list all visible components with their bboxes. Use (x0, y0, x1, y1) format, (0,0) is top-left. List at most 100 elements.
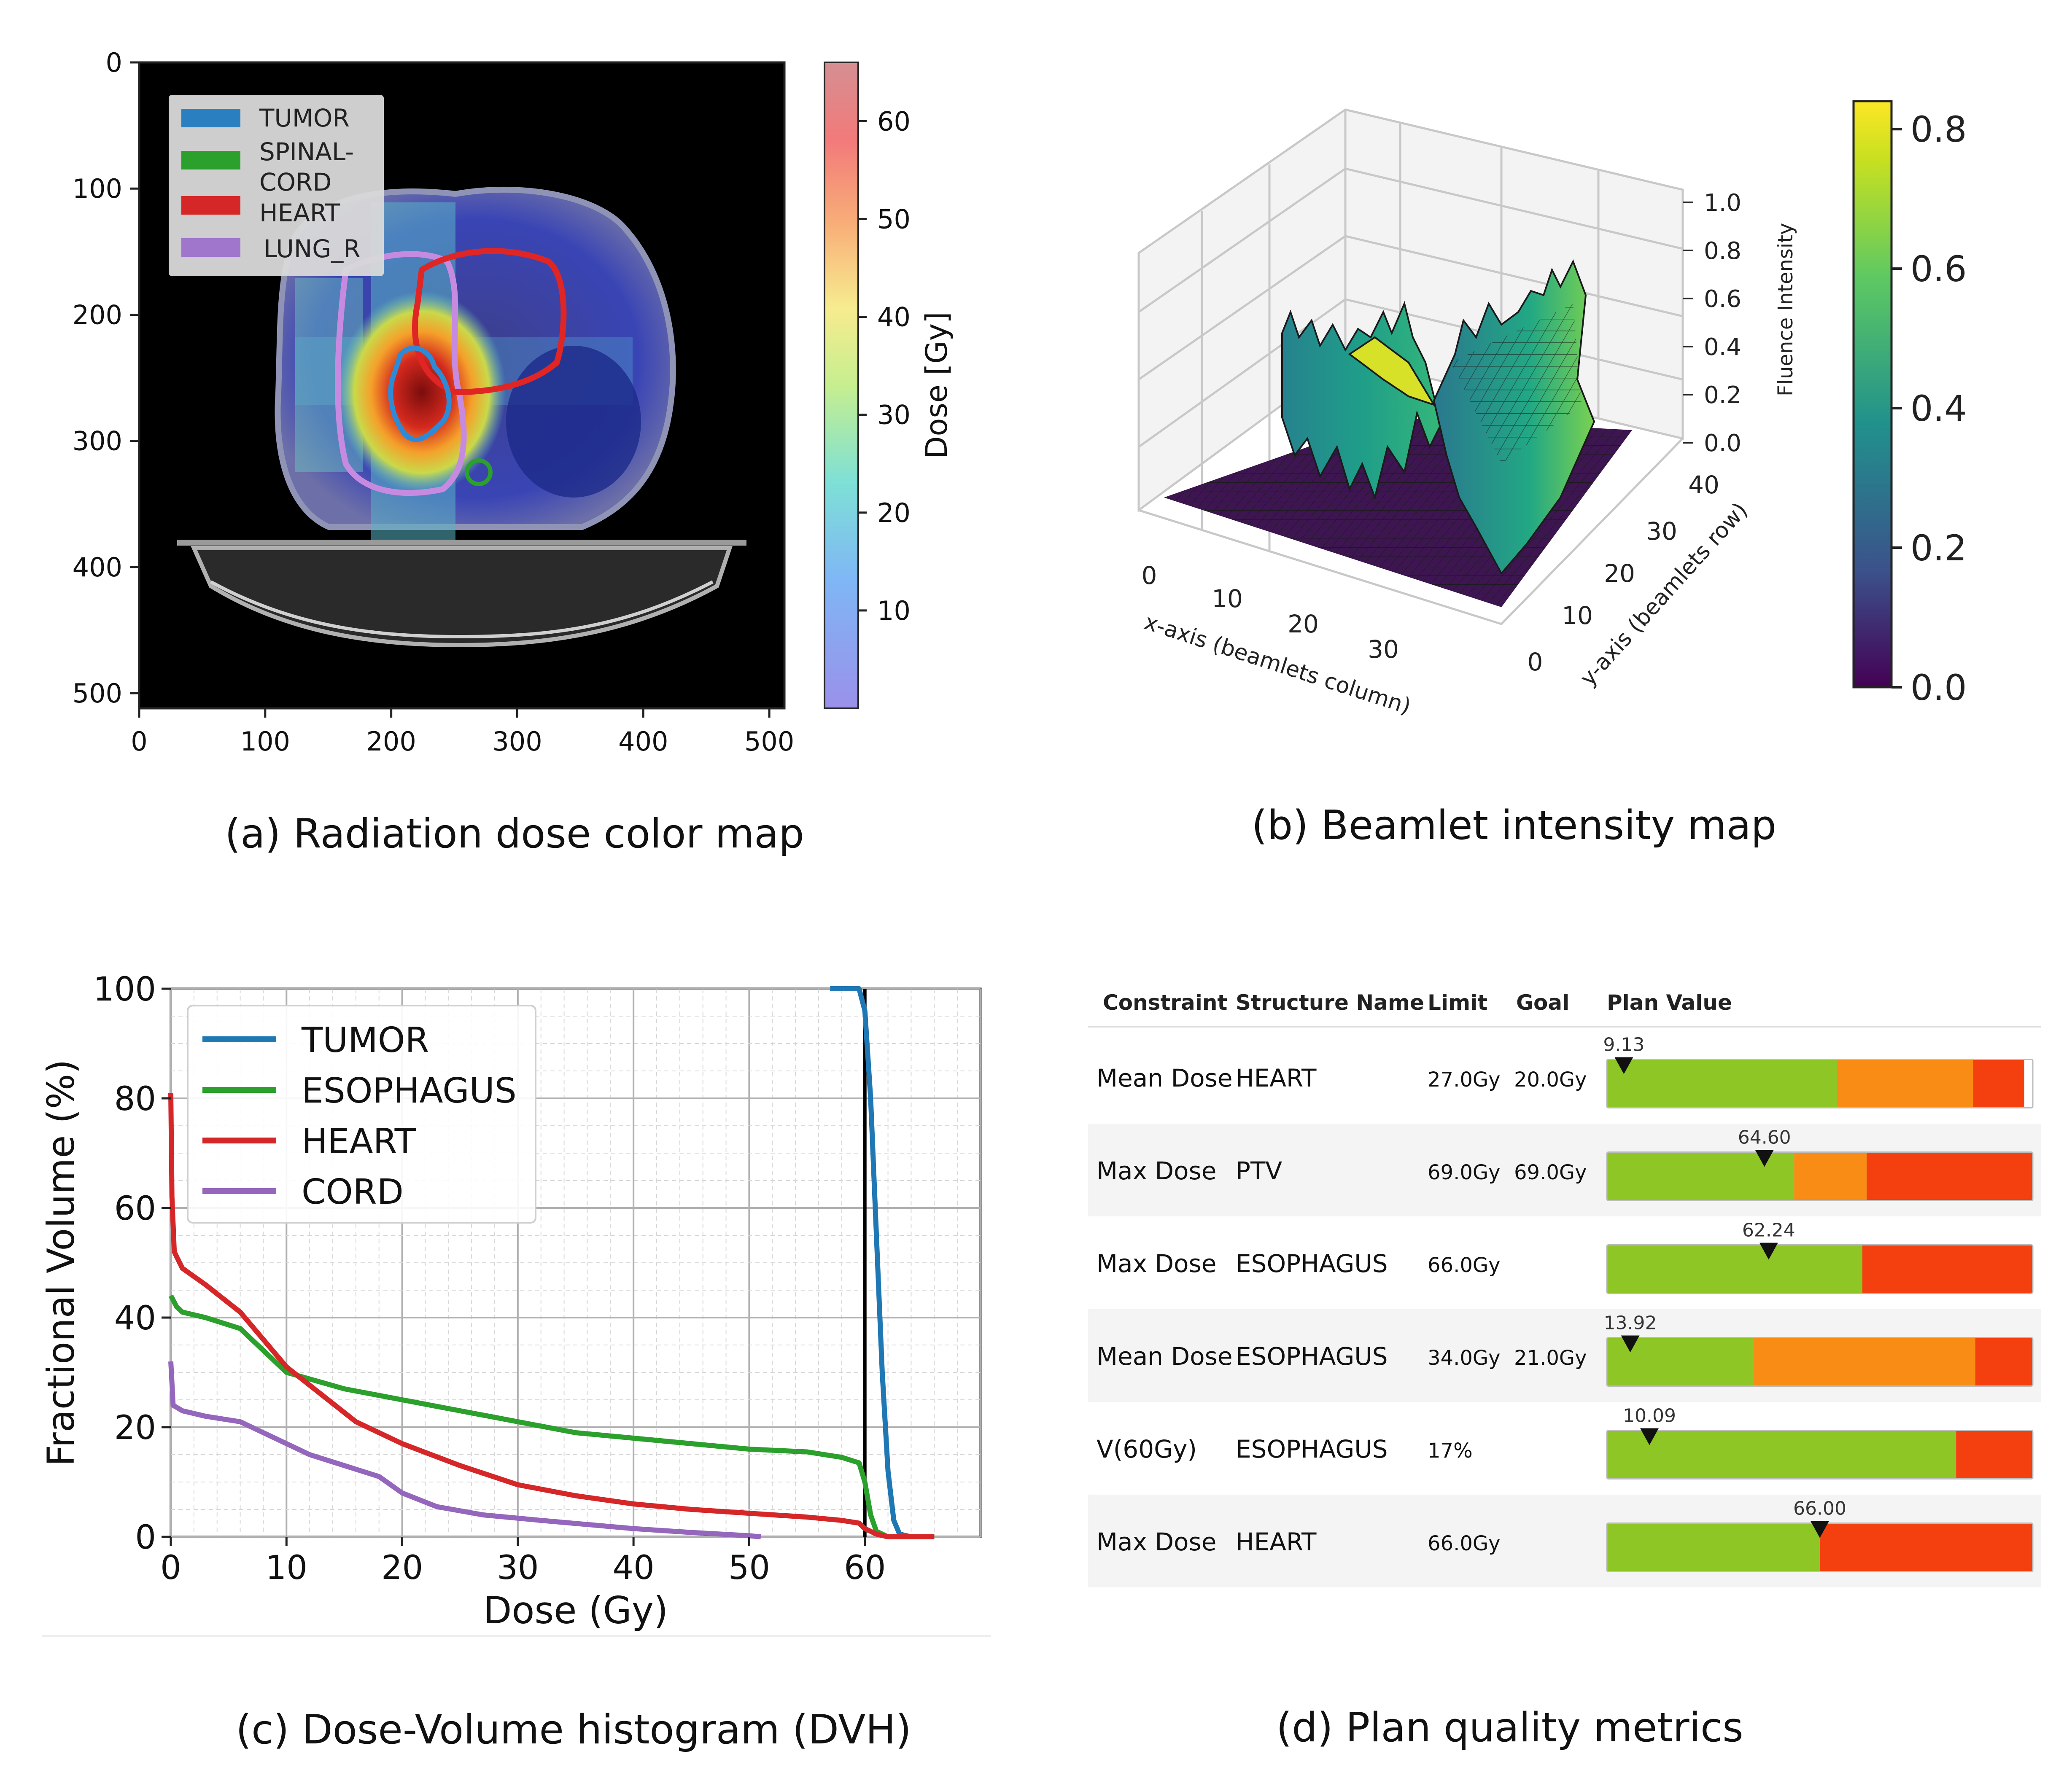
a-y-tick-label: 200 (73, 299, 122, 330)
metrics-row: Mean Dose HEART 27.0Gy 20.0Gy 9.13 (1097, 1034, 2034, 1108)
b-x-tick-label: 10 (1212, 584, 1243, 613)
a-x-tick-label: 0 (131, 726, 147, 757)
metrics-bar-outline (1606, 1059, 2034, 1108)
b-z-tick-label: 1.0 (1704, 189, 1741, 217)
panel-c-dvh: 0 10 20 30 40 50 60 0 20 40 60 80 100 Dose (Gy) Frac… (39, 971, 991, 1753)
panel-b-3d-box (1137, 108, 1684, 625)
metrics-header: Constraint (1103, 990, 1227, 1015)
b-y-tick-label: 30 (1646, 517, 1677, 546)
metrics-limit: 66.0Gy (1428, 1532, 1500, 1555)
metrics-limit: 66.0Gy (1428, 1253, 1500, 1277)
a-y-tick-label: 100 (73, 173, 122, 204)
panel-a-ticks: 0 100 200 300 400 500 0 100 200 300 400 500 60 50 40 30… (73, 47, 911, 757)
legend-label-tumor: TUMOR (259, 104, 350, 132)
metrics-plan-value: 9.13 (1603, 1034, 1644, 1056)
metrics-marker-icon (1614, 1057, 1633, 1074)
plan-metrics-table: Constraint Structure Name Limit Goal Plan Va… (1088, 990, 2041, 1587)
dose-colorbar-tick-label: 10 (877, 595, 911, 626)
tumor-contour (388, 345, 452, 442)
dvh-x-tick-label: 10 (266, 1549, 307, 1587)
caption-c: (c) Dose-Volume histogram (DVH) (236, 1707, 911, 1753)
metrics-constraint: Max Dose (1097, 1528, 1216, 1556)
a-x-tick-label: 300 (492, 726, 542, 757)
panel-d-plan-metrics: Constraint Structure Name Limit Goal Plan Va… (1088, 990, 2041, 1751)
fluence-colorbar-tick-label: 0.2 (1910, 527, 1967, 569)
metrics-row: Max Dose PTV 69.0Gy 69.0Gy 64.60 (1088, 1124, 2041, 1216)
dvh-x-tick-label: 0 (160, 1549, 181, 1587)
metrics-bar-outline (1606, 1337, 2034, 1387)
metrics-bar-segment (1607, 1523, 1820, 1572)
b-y-tick-label: 0 (1528, 648, 1543, 676)
metrics-bar-outline (1606, 1430, 2034, 1479)
metrics-marker-icon (1811, 1521, 1829, 1538)
dose-colorbar-tick-label: 40 (877, 302, 911, 333)
b-y-tick-label: 40 (1688, 471, 1719, 499)
dvh-lines (168, 986, 935, 1539)
a-y-tick-label: 400 (73, 552, 122, 583)
dvh-legend: TUMOR ESOPHAGUS HEART CORD (187, 1005, 536, 1224)
dvh-y-tick-label: 40 (114, 1299, 156, 1337)
legend-swatch-lung-r (181, 238, 240, 257)
metrics-bar-segment (1975, 1337, 2033, 1386)
panel-b-beamlet-map: x-axis (beamlets column) y-axis (beamlet… (1137, 100, 1967, 849)
z-axis-label-3d: Fluence Intensity (1774, 223, 1797, 396)
metrics-header: Structure Name (1236, 990, 1424, 1015)
metrics-constraint: Mean Dose (1097, 1342, 1233, 1371)
legend-label-cord: CORD (259, 168, 331, 196)
b-z-tick-label: 0.8 (1704, 237, 1741, 265)
metrics-bar-segment (1820, 1523, 2033, 1572)
dvh-line-cord (168, 1361, 761, 1539)
metrics-structure: HEART (1236, 1528, 1317, 1556)
a-y-tick-label: 500 (73, 678, 122, 709)
a-x-tick-label: 100 (240, 726, 290, 757)
b-z-tick-label: 0.4 (1704, 334, 1741, 361)
metrics-header: Goal (1516, 990, 1569, 1015)
metrics-structure: PTV (1236, 1157, 1282, 1185)
metrics-limit: 69.0Gy (1428, 1161, 1500, 1184)
dvh-legend-label: ESOPHAGUS (302, 1071, 517, 1111)
metrics-marker-icon (1759, 1243, 1778, 1260)
metrics-plan-value: 64.60 (1738, 1127, 1791, 1149)
metrics-plan-value: 62.24 (1742, 1220, 1795, 1241)
ct-couch-curve (210, 580, 714, 639)
metrics-goal: 20.0Gy (1514, 1068, 1587, 1092)
metrics-row: Mean Dose ESOPHAGUS 34.0Gy 21.0Gy 13.92 (1088, 1309, 2041, 1402)
metrics-bar-outline (1606, 1244, 2034, 1294)
metrics-constraint: Max Dose (1097, 1249, 1216, 1278)
left-lung (506, 346, 641, 498)
dvh-legend-label: CORD (302, 1172, 404, 1212)
a-y-tick-label: 0 (106, 47, 122, 78)
metrics-bar-segment (1862, 1245, 2033, 1294)
dvh-y-tick-label: 100 (93, 971, 156, 1009)
dose-colorbar-tick-label: 30 (877, 400, 911, 430)
legend-label-heart: HEART (259, 199, 340, 227)
heart-contour (412, 248, 567, 395)
panel-b-ticks: 0 10 20 30 0 10 20 30 40 1.0 0.8 0.6 0.4 0.2 0.0 0.8 0.6… (1142, 109, 1967, 708)
metrics-structure: ESOPHAGUS (1236, 1342, 1388, 1371)
dose-colorbar (824, 62, 859, 709)
legend-label-spinal: SPINAL- (259, 137, 354, 166)
beamlet-surface-left (1281, 301, 1444, 500)
colorbar-label: Dose [Gy] (919, 312, 954, 459)
metrics-marker-icon (1755, 1150, 1774, 1167)
dvh-line-esophagus (168, 1294, 935, 1539)
a-x-tick-label: 200 (366, 726, 416, 757)
panel-a-legend-box (169, 95, 384, 276)
metrics-plan-value: 66.00 (1793, 1498, 1846, 1520)
x-axis-label-3d: x-axis (beamlets column) (1141, 609, 1414, 719)
metrics-goal: 21.0Gy (1514, 1346, 1587, 1370)
metrics-goal: 69.0Gy (1514, 1161, 1587, 1184)
dvh-legend-label: TUMOR (301, 1020, 429, 1060)
dvh-legend-box (187, 1005, 536, 1224)
legend-swatch-tumor (181, 109, 240, 127)
metrics-marker-icon (1621, 1335, 1640, 1353)
fluence-colorbar-tick-label: 0.6 (1910, 248, 1967, 290)
caption-a: (a) Radiation dose color map (225, 811, 804, 857)
a-x-tick-label: 500 (744, 726, 794, 757)
metrics-row: Max Dose HEART 66.0Gy 66.00 (1088, 1495, 2041, 1587)
spinal-cord-contour (465, 458, 493, 486)
b-z-tick-label: 0.0 (1704, 430, 1741, 457)
dvh-x-tick-label: 40 (613, 1549, 655, 1587)
metrics-bar-segment (1956, 1430, 2033, 1479)
legend-swatch-heart (181, 196, 240, 215)
